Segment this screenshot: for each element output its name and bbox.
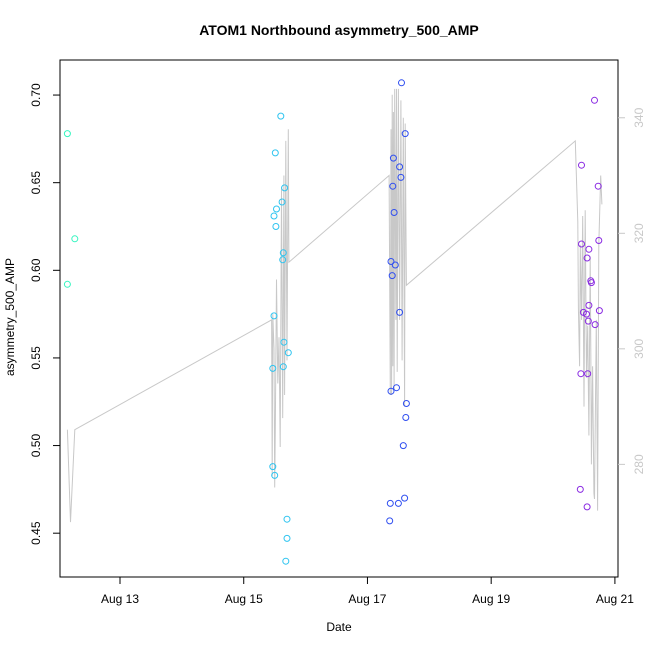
data-point-series-4 [587,279,595,287]
data-point-series-4 [576,485,584,493]
data-point-series-4 [578,240,585,248]
y-tick-label: 0.70 [29,83,43,107]
y-axis-left: 0.45 0.50 0.55 0.60 0.65 0.70 [29,83,60,545]
data-point-series-4 [591,321,599,329]
data-point-series-1 [63,280,71,288]
y2-tick-label: 280 [632,454,646,474]
data-point-series-3 [393,384,400,392]
y-tick-label: 0.60 [29,258,43,282]
data-point-series-2 [278,198,286,206]
data-point-series-3 [401,494,409,502]
chart-title: ATOM1 Northbound asymmetry_500_AMP [199,22,479,38]
y-tick-label: 0.65 [29,171,43,195]
y-axis-right: 280 300 320 340 [618,107,646,474]
data-point-series-2 [282,557,290,565]
plot-frame [59,59,619,578]
x-axis-label: Date [326,620,352,634]
data-point-series-2 [270,212,278,220]
data-point-series-3 [387,387,395,395]
y2-tick-label: 300 [632,338,646,358]
data-point-series-4 [583,310,590,318]
data-point-series-3 [397,173,405,181]
data-point-series-4 [578,161,585,169]
data-point-series-2 [269,463,277,471]
data-point-series-3 [398,79,405,87]
data-point-series-3 [394,499,402,507]
data-point-series-4 [595,307,603,315]
data-point-series-2 [271,471,279,479]
data-point-series-2 [272,223,280,230]
x-tick-label: Aug 17 [348,592,386,606]
data-point-series-3 [396,163,404,171]
scatter-points-layer [63,79,603,565]
x-tick-label: Aug 13 [101,592,139,606]
data-point-series-4 [583,254,591,262]
data-point-series-2 [269,364,277,372]
data-point-series-1 [71,235,79,243]
data-point-series-4 [583,503,591,511]
y-axis-label: asymmetry_500_AMP [3,258,17,376]
x-tick-label: Aug 21 [596,592,634,606]
data-point-series-2 [271,149,279,157]
secondary-series-line [66,88,603,523]
y-tick-label: 0.45 [29,521,43,545]
data-point-series-3 [399,442,407,450]
data-point-series-3 [396,308,404,316]
data-point-series-3 [401,130,409,138]
data-point-series-4 [584,317,592,325]
x-tick-label: Aug 19 [472,592,510,606]
data-point-series-4 [577,370,585,378]
x-tick-label: Aug 15 [225,592,263,606]
data-point-series-3 [386,499,394,507]
data-point-series-2 [283,515,291,523]
data-point-series-4 [595,237,603,244]
data-point-series-3 [402,414,410,421]
data-point-series-4 [585,245,593,253]
data-point-series-3 [388,272,396,280]
data-point-series-2 [284,349,292,357]
data-point-series-3 [390,209,398,216]
y-tick-label: 0.55 [29,346,43,370]
data-point-series-3 [389,182,397,190]
y2-tick-label: 320 [632,223,646,243]
data-point-series-3 [402,400,410,407]
data-point-series-4 [585,301,593,309]
data-point-series-3 [386,517,394,525]
data-point-series-2 [280,338,288,346]
data-point-series-2 [270,312,278,320]
data-point-series-2 [273,205,280,213]
data-point-series-2 [277,112,285,120]
data-point-series-4 [591,96,598,104]
data-point-series-2 [279,249,287,257]
data-point-series-2 [283,534,291,542]
x-axis: Aug 13 Aug 15 Aug 17 Aug 19 Aug 21 [101,577,634,606]
data-point-series-2 [279,363,287,371]
data-point-series-3 [389,154,397,162]
data-point-series-3 [387,258,395,265]
y-tick-label: 0.50 [29,434,43,458]
secondary-line-layer [66,88,603,523]
data-point-series-2 [279,256,287,264]
data-point-series-3 [391,261,399,269]
data-point-series-2 [281,184,289,192]
data-point-series-1 [63,130,71,138]
y2-tick-label: 340 [632,107,646,127]
data-point-series-4 [584,370,592,378]
data-point-series-4 [594,182,602,190]
